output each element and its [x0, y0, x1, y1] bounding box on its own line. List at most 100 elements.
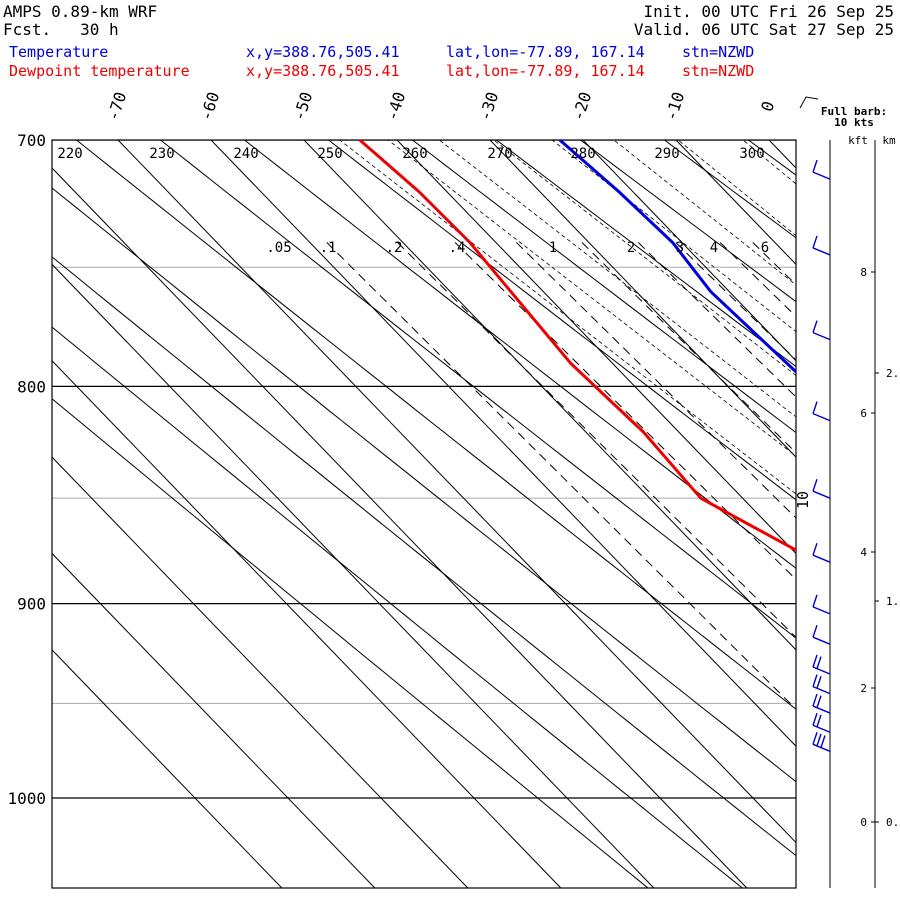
wind-barb-shaft [812, 636, 831, 645]
wind-barb-flag [816, 695, 822, 708]
dry-adiabat-line [412, 140, 796, 434]
wind-barb-flag [812, 542, 818, 556]
kft-tick-label: 0 [860, 816, 867, 829]
mixing-ratio-label: .05 [266, 240, 291, 256]
valid-time: Valid. 06 UTC Sat 27 Sep 25 [633, 20, 894, 39]
wind-barb [812, 542, 831, 563]
dry-adiabat-line [664, 140, 796, 239]
mixing-ratio-line [800, 243, 900, 889]
mixing-ratio-label: 1 [549, 240, 557, 256]
mixing-ratio-line [454, 242, 796, 581]
dry-adiabat-label: 220 [57, 146, 82, 162]
wind-barb-shaft [812, 490, 831, 499]
init-time: Init. 00 UTC Fri 26 Sep 25 [643, 2, 894, 21]
moist-adiabat-line [387, 140, 796, 457]
legend-temperature-latlon: lat,lon=-77.89, 167.14 [446, 43, 645, 61]
mixing-ratio-label: 6 [761, 240, 769, 256]
dry-adiabat-label: 260 [402, 146, 427, 162]
model-title: AMPS 0.89-km WRF [3, 2, 158, 21]
temperature-tick-label: -40 [382, 90, 409, 123]
isotherm-line [52, 360, 562, 888]
wind-barb-shaft [812, 247, 831, 256]
wind-barb-flag [812, 594, 818, 608]
isotherm-line [303, 140, 796, 651]
dry-adiabat-line [52, 256, 796, 857]
wind-barb-flag [812, 624, 818, 638]
wind-barb-flag [820, 735, 826, 748]
kft-tick-label: 4 [860, 546, 867, 559]
wind-barb-shaft [812, 666, 831, 675]
wind-barb-flag [816, 733, 822, 747]
dry-adiabat-line [832, 140, 900, 888]
km-tick-label: 2. [886, 367, 899, 380]
isotherm-line [862, 140, 900, 888]
wind-barb [812, 654, 831, 675]
wind-barb [812, 320, 831, 341]
wind-barb-flag [812, 693, 818, 707]
dry-adiabat-line [244, 140, 796, 569]
wind-barb [812, 732, 831, 752]
temperature-tick-label: -70 [103, 90, 130, 123]
wind-barb [812, 478, 831, 499]
wind-barb [812, 624, 831, 645]
wind-barbs [812, 140, 831, 888]
km-tick-label: 1. [886, 595, 899, 608]
legend-dewpoint-latlon: lat,lon=-77.89, 167.14 [446, 62, 645, 80]
isotherm-line [210, 140, 796, 747]
mixing-ratio-line [516, 242, 796, 519]
wind-barb-flag [812, 235, 818, 249]
temperature-tick-label: -10 [661, 90, 688, 123]
pressure-tick-label: 900 [17, 595, 46, 614]
dry-adiabat-line [52, 398, 649, 888]
dry-adiabat-label: 300 [739, 146, 764, 162]
kft-tick-label: 8 [860, 266, 867, 279]
wind-barb-shaft [812, 606, 831, 615]
moist-adiabat-line [339, 140, 796, 495]
wind-barb [812, 401, 831, 422]
height-axis: kft km 0 2 4 6 8 0. 1. 2. [848, 134, 899, 888]
legend-dewpoint-label: Dewpoint temperature [9, 62, 190, 80]
mixing-ratio-label: 3 [676, 240, 684, 256]
mixing-ratio-line [675, 242, 796, 361]
pressure-tick-label: 800 [17, 377, 46, 396]
wind-barb-shaft [812, 743, 831, 752]
wind-barb [812, 159, 831, 180]
dry-adiabat-line [496, 140, 796, 368]
moist-adiabat-line [853, 127, 900, 888]
wind-barb-shaft [812, 412, 831, 422]
km-label: km [882, 134, 896, 147]
km-tick-label: 0. [886, 816, 899, 829]
temperature-tick-label: 0 [757, 99, 778, 114]
temperature-tick-label: -60 [196, 90, 223, 123]
wind-barb-flag [812, 732, 818, 745]
wind-barb-shaft [812, 331, 831, 341]
isotherm-line [52, 167, 748, 888]
mixing-ratio-line [581, 242, 796, 454]
wind-barb-flag [812, 674, 818, 687]
mixing-ratio-line [836, 243, 900, 889]
wind-barb-flag [816, 676, 822, 689]
dry-adiabat-line [76, 140, 796, 710]
kft-tick-label: 6 [860, 407, 867, 420]
mixing-ratio-label: .2 [386, 240, 403, 256]
wind-barb [812, 693, 831, 714]
isotherm-line [52, 552, 376, 888]
dry-adiabat-label: 280 [570, 146, 595, 162]
wind-barb-shaft [812, 554, 831, 563]
legend-dewpoint-xy: x,y=388.76,505.41 [246, 62, 400, 80]
moist-adiabat-line [493, 140, 796, 377]
wind-barb-shaft [812, 171, 831, 180]
forecast-hour: Fcst. 30 h [3, 20, 119, 39]
barb-key-symbol [799, 96, 819, 109]
mixing-ratio-line [397, 242, 796, 639]
moist-adiabat-line [677, 140, 796, 237]
dewpoint-line [358, 140, 796, 552]
legend-temperature-stn: stn=NZWD [682, 43, 755, 61]
dry-adiabat-label: 230 [149, 146, 174, 162]
kft-label: kft [848, 134, 868, 147]
dry-adiabat-label: 270 [487, 146, 512, 162]
dry-adiabat-label: 240 [233, 146, 258, 162]
wind-barb-shaft [812, 724, 831, 733]
isotherm-line [489, 140, 796, 458]
moist-adiabat-line [742, 140, 796, 185]
